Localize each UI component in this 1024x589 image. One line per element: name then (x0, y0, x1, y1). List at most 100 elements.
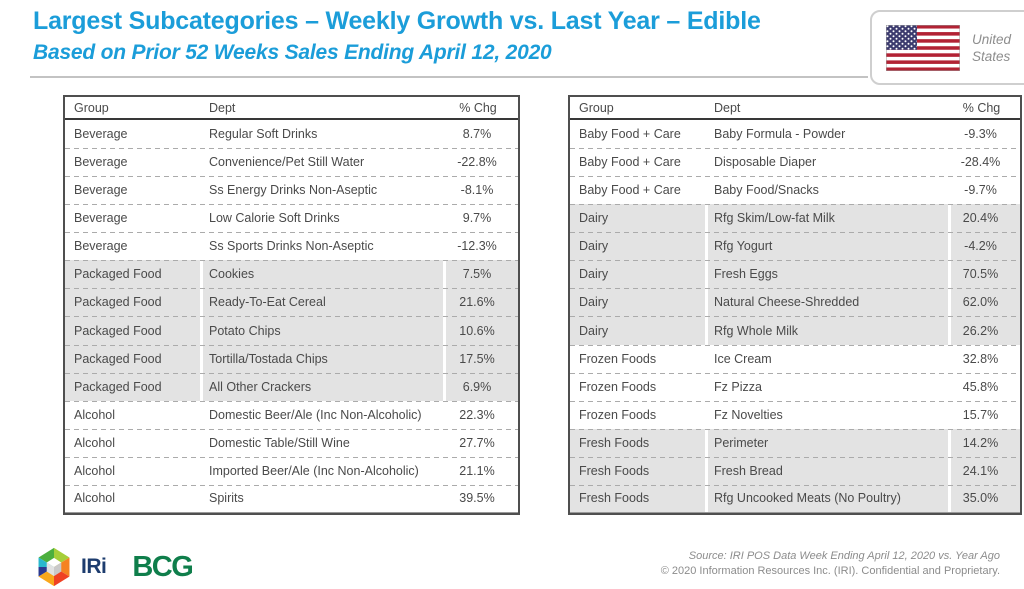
cell-group: Beverage (74, 183, 128, 198)
table-row: Alcohol Imported Beer/Ale (Inc Non-Alcoho… (65, 456, 518, 485)
cell-dept: Ice Cream (714, 351, 772, 366)
table-row: Dairy Rfg Skim/Low-fat Milk 20.4% (570, 204, 1020, 233)
cell-group: Fresh Foods (570, 484, 705, 512)
cell-chg: 70.5% (951, 260, 1020, 289)
cell-group: Fresh Foods (570, 456, 705, 485)
table-row: Fresh Foods Rfg Uncooked Meats (No Poultr… (570, 484, 1020, 513)
cell-dept: Ready-To-Eat Cereal (203, 288, 443, 317)
cell-group: Beverage (74, 155, 128, 170)
table-row: Packaged Food Cookies 7.5% (65, 260, 518, 289)
table-row: Frozen Foods Fz Novelties 15.7% (570, 400, 1020, 429)
cell-dept: Ss Sports Drinks Non-Aseptic (209, 239, 374, 254)
cell-dept: Disposable Diaper (714, 155, 817, 170)
title-divider (30, 76, 868, 78)
cell-chg: 9.7% (462, 211, 492, 226)
cell-chg: 24.1% (951, 456, 1020, 485)
cell-chg: 21.1% (459, 463, 495, 478)
table-row: Beverage Regular Soft Drinks 8.7% (65, 120, 518, 148)
table-row: Beverage Convenience/Pet Still Water -22.8… (65, 148, 518, 176)
table-body: Baby Food + Care Baby Formula - Powder -9.… (570, 120, 1020, 513)
footer-logos: IRi BCG (35, 547, 194, 587)
cell-chg: 14.2% (951, 428, 1020, 457)
iri-logo-icon (35, 547, 73, 587)
table-header-row: Group Dept % Chg (65, 97, 518, 120)
table-left: Group Dept % Chg Beverage Regular Soft Dr… (63, 95, 520, 515)
cell-group: Beverage (74, 127, 128, 142)
cell-dept: Imported Beer/Ale (Inc Non-Alcoholic) (209, 463, 419, 478)
table-row: Dairy Rfg Whole Milk 26.2% (570, 316, 1020, 345)
cell-dept: Tortilla/Tostada Chips (203, 344, 443, 373)
country-callout: United States (870, 10, 1024, 85)
cell-dept: Regular Soft Drinks (209, 127, 318, 142)
column-header-pct-chg: % Chg (962, 100, 1001, 115)
cell-group: Baby Food + Care (579, 155, 681, 170)
cell-group: Packaged Food (65, 344, 200, 373)
table-header-row: Group Dept % Chg (570, 97, 1020, 120)
cell-group: Dairy (570, 288, 705, 317)
cell-chg: 17.5% (446, 344, 518, 373)
table-row: Frozen Foods Fz Pizza 45.8% (570, 372, 1020, 401)
cell-dept: Low Calorie Soft Drinks (209, 211, 340, 226)
table-body: Beverage Regular Soft Drinks 8.7% Beverage C… (65, 120, 518, 513)
cell-chg: 62.0% (951, 288, 1020, 317)
cell-dept: Fz Novelties (714, 407, 783, 422)
cell-dept: Perimeter (708, 428, 948, 457)
table-row: Packaged Food All Other Crackers 6.9% (65, 372, 518, 401)
table-right: Group Dept % Chg Baby Food + Care Baby Fo… (568, 95, 1022, 515)
cell-chg: -9.7% (964, 183, 997, 198)
table-row: Dairy Fresh Eggs 70.5% (570, 260, 1020, 289)
table-row: Baby Food + Care Baby Food/Snacks -9.7% (570, 176, 1020, 204)
cell-group: Packaged Food (65, 288, 200, 317)
cell-dept: Convenience/Pet Still Water (209, 155, 365, 170)
table-row: Packaged Food Ready-To-Eat Cereal 21.6% (65, 288, 518, 317)
cell-group: Fresh Foods (570, 428, 705, 457)
table-row: Baby Food + Care Baby Formula - Powder -9.… (570, 120, 1020, 148)
cell-dept: Fz Pizza (714, 379, 762, 394)
table-row: Dairy Rfg Yogurt -4.2% (570, 232, 1020, 261)
page-title: Largest Subcategories – Weekly Growth vs… (33, 7, 761, 35)
cell-chg: 7.5% (446, 260, 518, 289)
cell-group: Alcohol (74, 435, 115, 450)
us-flag-icon (886, 24, 960, 71)
cell-dept: Domestic Beer/Ale (Inc Non-Alcoholic) (209, 407, 422, 422)
cell-dept: All Other Crackers (203, 372, 443, 401)
table-row: Frozen Foods Ice Cream 32.8% (570, 344, 1020, 373)
cell-chg: -9.3% (964, 127, 997, 142)
country-line2: States (972, 48, 1011, 64)
cell-chg: 22.3% (459, 407, 495, 422)
cell-group: Packaged Food (65, 372, 200, 401)
cell-chg: -22.8% (457, 155, 497, 170)
cell-chg: -8.1% (460, 183, 494, 198)
cell-group: Alcohol (74, 491, 115, 506)
table-row: Alcohol Domestic Table/Still Wine 27.7% (65, 428, 518, 457)
cell-chg: 10.6% (446, 316, 518, 345)
cell-chg: 8.7% (462, 127, 492, 142)
cell-dept: Spirits (209, 491, 244, 506)
cell-dept: Rfg Skim/Low-fat Milk (708, 204, 948, 233)
column-header-pct-chg: % Chg (459, 100, 497, 115)
cell-chg: -4.2% (951, 232, 1020, 261)
cell-group: Dairy (570, 316, 705, 345)
cell-group: Beverage (74, 211, 128, 226)
cell-group: Frozen Foods (579, 379, 657, 394)
cell-dept: Rfg Yogurt (708, 232, 948, 261)
table-row: Beverage Low Calorie Soft Drinks 9.7% (65, 204, 518, 232)
cell-chg: 27.7% (459, 435, 495, 450)
table-row: Fresh Foods Fresh Bread 24.1% (570, 456, 1020, 485)
cell-group: Alcohol (74, 407, 115, 422)
column-header-group: Group (74, 100, 109, 115)
cell-chg: 45.8% (962, 379, 999, 394)
cell-dept: Natural Cheese-Shredded (708, 288, 948, 317)
cell-dept: Potato Chips (203, 316, 443, 345)
cell-chg: 21.6% (446, 288, 518, 317)
cell-dept: Fresh Bread (708, 456, 948, 485)
table-row: Fresh Foods Perimeter 14.2% (570, 428, 1020, 457)
cell-group: Frozen Foods (579, 351, 657, 366)
cell-group: Dairy (570, 204, 705, 233)
cell-dept: Ss Energy Drinks Non-Aseptic (209, 183, 378, 198)
table-row: Alcohol Domestic Beer/Ale (Inc Non-Alcoho… (65, 400, 518, 429)
table-row: Beverage Ss Sports Drinks Non-Aseptic -12.… (65, 232, 518, 260)
cell-dept: Baby Food/Snacks (714, 183, 819, 198)
country-label: United States (972, 31, 1011, 65)
